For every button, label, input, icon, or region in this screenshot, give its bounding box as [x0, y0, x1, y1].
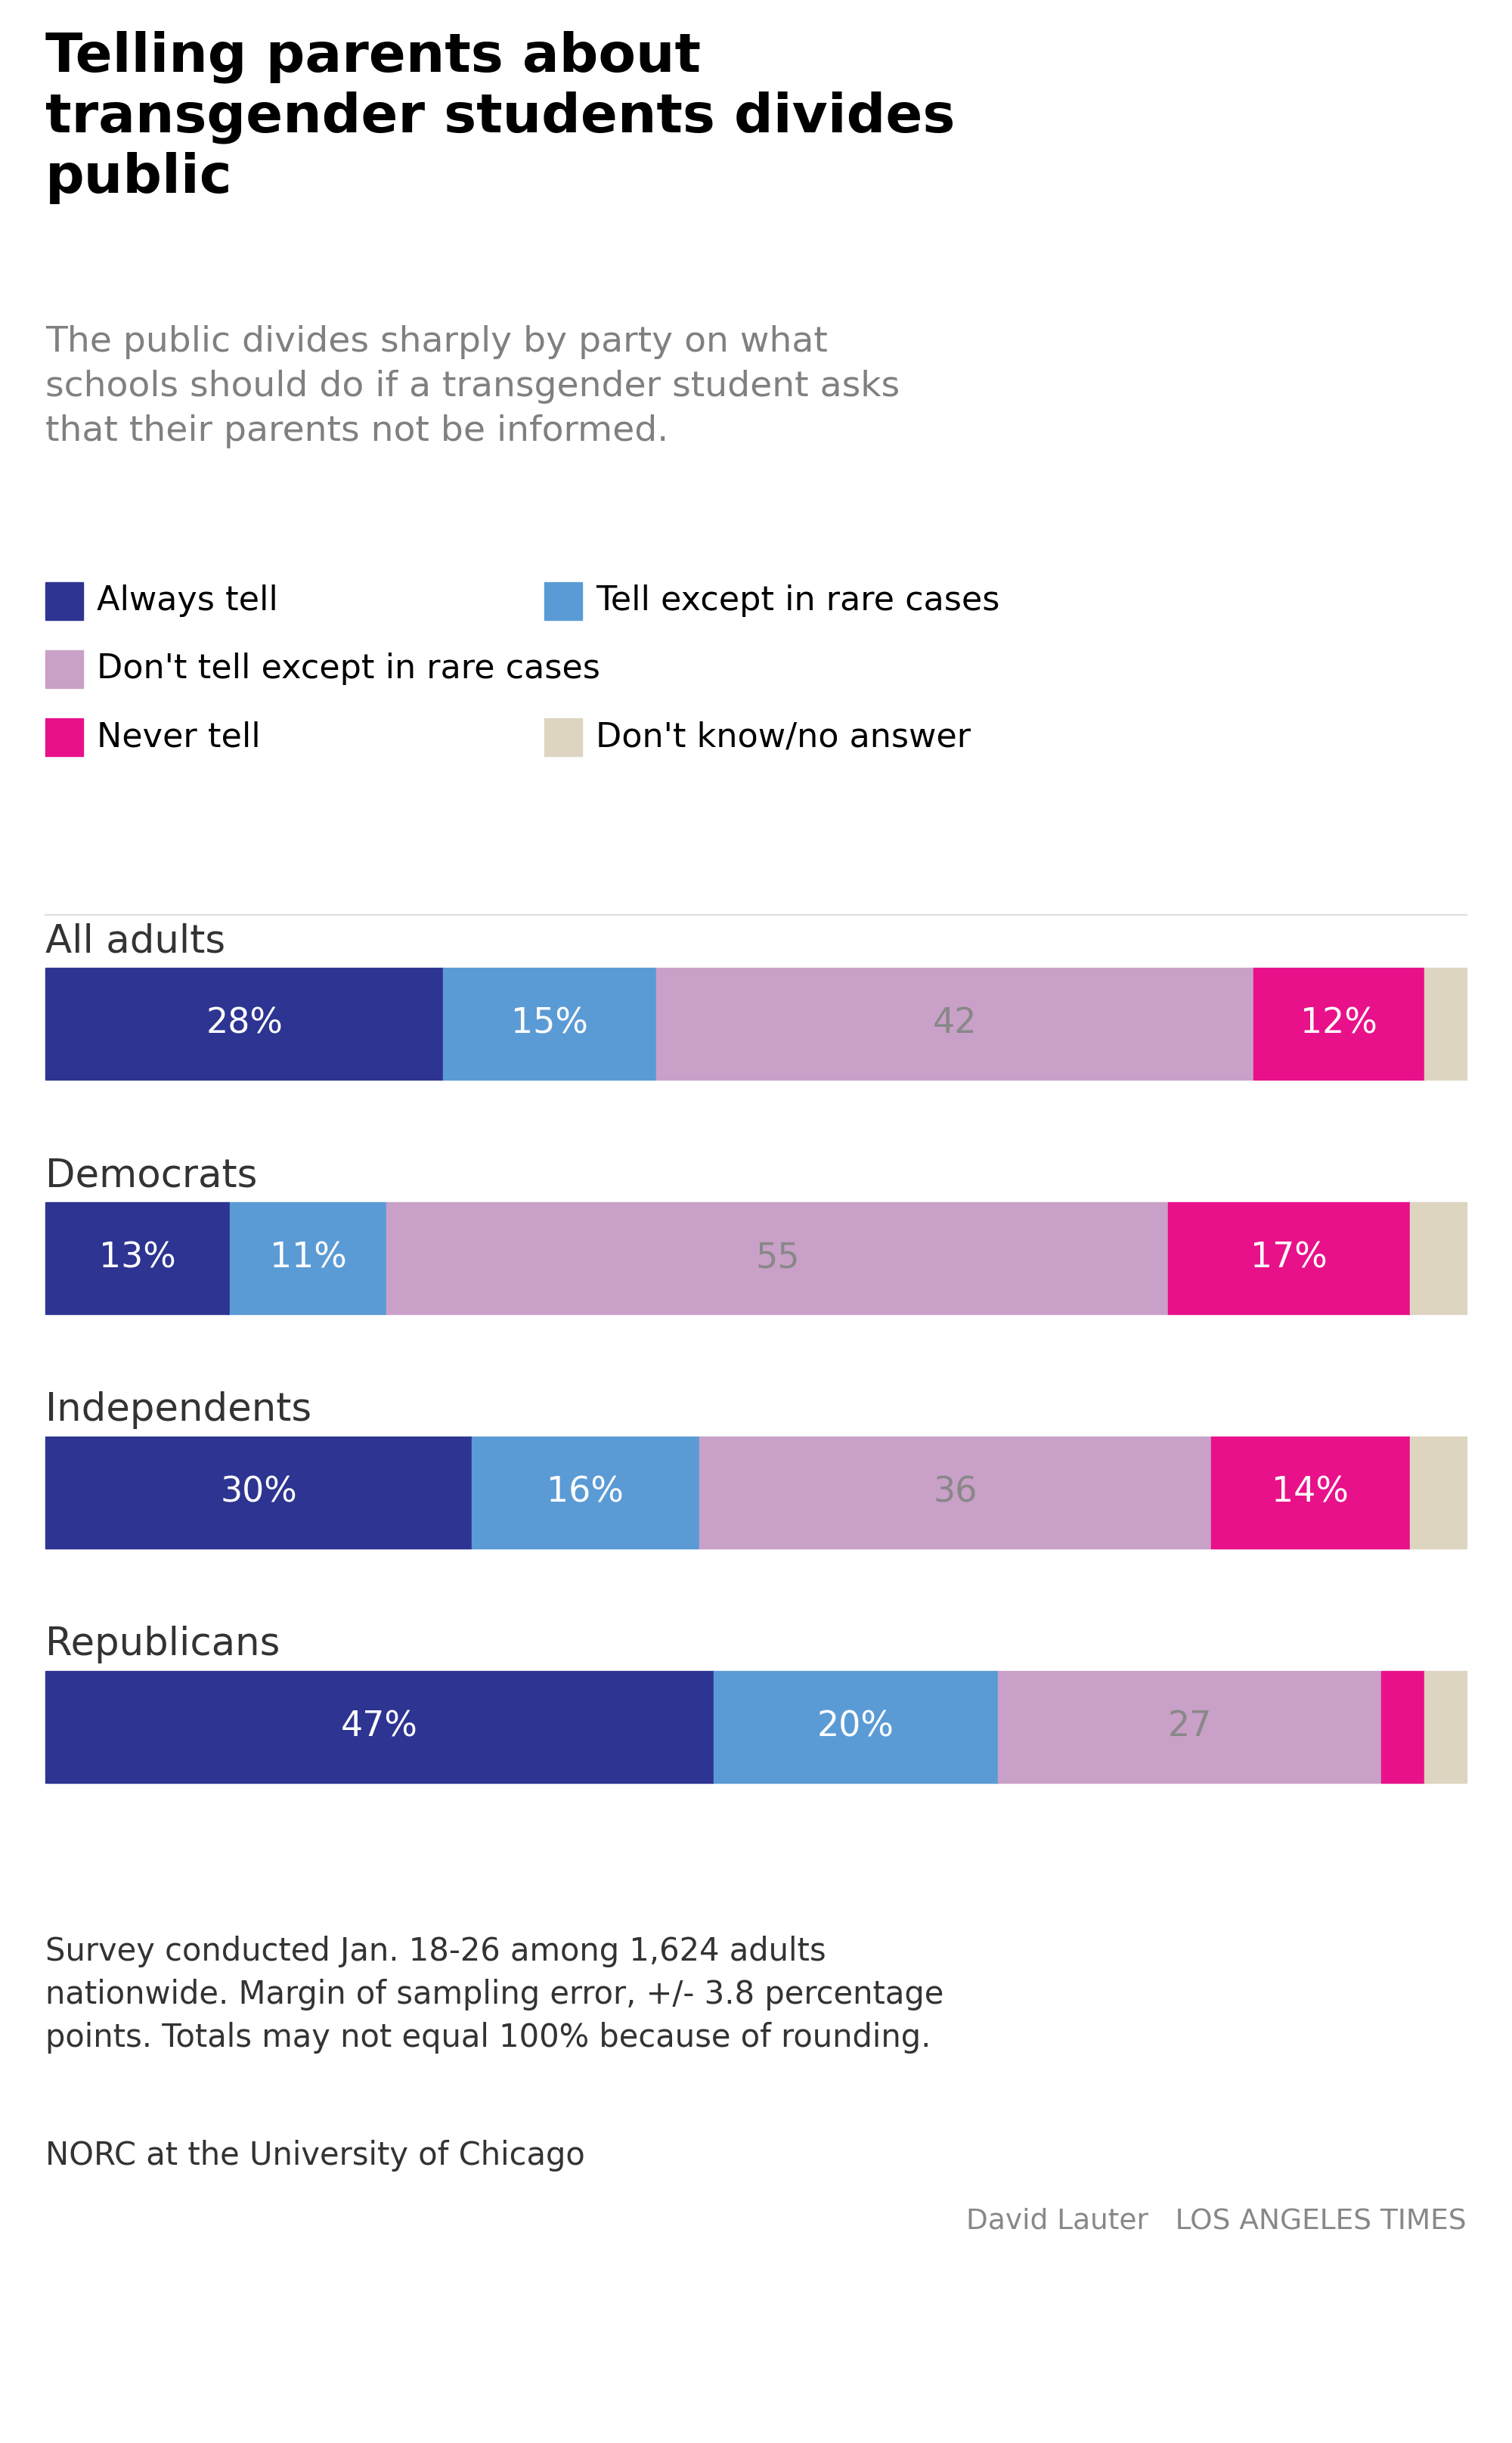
- Text: 13%: 13%: [100, 1241, 177, 1275]
- Text: Don't know/no answer: Don't know/no answer: [596, 721, 971, 752]
- Text: 42: 42: [933, 1007, 977, 1041]
- Bar: [1211, 1436, 1409, 1549]
- Bar: [998, 1671, 1382, 1783]
- Text: 14%: 14%: [1272, 1476, 1349, 1510]
- Text: 11%: 11%: [269, 1241, 346, 1275]
- Text: The public divides sharply by party on what
schools should do if a transgender s: The public divides sharply by party on w…: [45, 325, 900, 450]
- Bar: [1424, 1671, 1467, 1783]
- Text: Republicans: Republicans: [45, 1625, 280, 1664]
- Text: 30%: 30%: [221, 1476, 296, 1510]
- Bar: [45, 581, 83, 621]
- Bar: [656, 967, 1253, 1080]
- Bar: [699, 1436, 1211, 1549]
- Bar: [230, 1202, 387, 1314]
- Text: 15%: 15%: [511, 1007, 588, 1041]
- Bar: [714, 1671, 998, 1783]
- Bar: [45, 1436, 472, 1549]
- Bar: [45, 1671, 714, 1783]
- Text: Always tell: Always tell: [97, 584, 278, 618]
- Text: 17%: 17%: [1250, 1241, 1328, 1275]
- Bar: [472, 1436, 699, 1549]
- Bar: [544, 718, 582, 757]
- Bar: [1424, 967, 1467, 1080]
- Bar: [45, 650, 83, 689]
- Bar: [1253, 967, 1424, 1080]
- Text: David Lauter   LOS ANGELES TIMES: David Lauter LOS ANGELES TIMES: [966, 2208, 1467, 2235]
- Bar: [1409, 1202, 1467, 1314]
- Text: All adults: All adults: [45, 923, 225, 960]
- Bar: [45, 967, 443, 1080]
- Text: 27: 27: [1167, 1710, 1211, 1744]
- Text: Independents: Independents: [45, 1390, 311, 1429]
- Text: Tell except in rare cases: Tell except in rare cases: [596, 584, 999, 618]
- Text: 12%: 12%: [1300, 1007, 1377, 1041]
- Text: 16%: 16%: [547, 1476, 624, 1510]
- Bar: [1169, 1202, 1409, 1314]
- Bar: [544, 581, 582, 621]
- Text: Survey conducted Jan. 18-26 among 1,624 adults
nationwide. Margin of sampling er: Survey conducted Jan. 18-26 among 1,624 …: [45, 1935, 943, 2055]
- Bar: [443, 967, 656, 1080]
- Text: 55: 55: [754, 1241, 800, 1275]
- Text: Never tell: Never tell: [97, 721, 260, 752]
- Bar: [387, 1202, 1169, 1314]
- Bar: [45, 718, 83, 757]
- Text: NORC at the University of Chicago: NORC at the University of Chicago: [45, 2140, 585, 2172]
- Bar: [45, 1202, 230, 1314]
- Text: 36: 36: [933, 1476, 977, 1510]
- Text: Don't tell except in rare cases: Don't tell except in rare cases: [97, 652, 600, 686]
- Bar: [1382, 1671, 1424, 1783]
- Text: 28%: 28%: [206, 1007, 283, 1041]
- Bar: [1409, 1436, 1467, 1549]
- Text: 20%: 20%: [816, 1710, 894, 1744]
- Text: Democrats: Democrats: [45, 1158, 257, 1195]
- Text: Telling parents about
transgender students divides
public: Telling parents about transgender studen…: [45, 29, 956, 203]
- Text: 47%: 47%: [340, 1710, 417, 1744]
